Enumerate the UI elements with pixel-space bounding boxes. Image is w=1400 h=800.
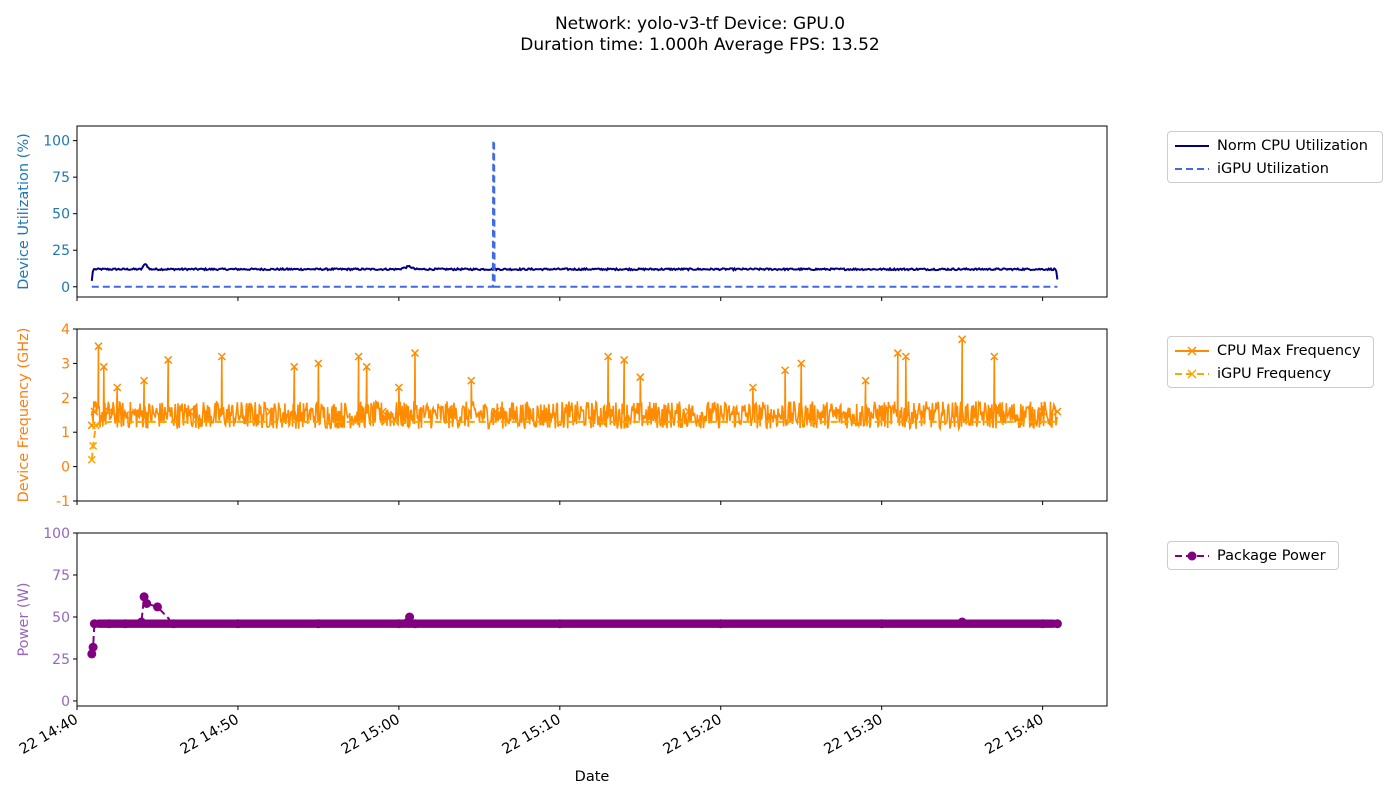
panel-3-ytick-label-0: 0	[61, 694, 70, 710]
series-package-power-point-4	[120, 619, 130, 629]
series-package-power-marker-band	[94, 619, 1058, 628]
panel-2-ytick-label-m1: -1	[56, 494, 70, 510]
legend-entry-package-power: Package Power	[1168, 544, 1338, 567]
legend-swatch-igpu-utilization	[1175, 167, 1209, 170]
series-package-power-point-7	[142, 599, 152, 608]
series-package-power-point-18	[957, 617, 967, 627]
panel-2-ytick-label-0: 0	[61, 460, 70, 476]
series-package-power-point-0	[87, 649, 97, 659]
legend-label-igpu-frequency: iGPU Frequency	[1217, 365, 1332, 382]
panel-1-ytick-label-25: 25	[52, 243, 70, 259]
series-cpu-max-frequency-markers	[87, 335, 1062, 430]
legend-swatch-package-power	[1175, 551, 1209, 560]
legend-entry-igpu-utilization: iGPU Utilization	[1168, 157, 1382, 180]
series-package-power-point-11	[313, 619, 323, 629]
xtick-label-1450: 22 14:50	[178, 712, 242, 758]
series-package-power-point-13	[405, 612, 415, 622]
legend-label-igpu-utilization: iGPU Utilization	[1217, 160, 1329, 177]
legend-label-cpu-utilization: Norm CPU Utilization	[1217, 137, 1368, 154]
panel-2-ytick-label-1: 1	[61, 425, 70, 441]
legend-power: Package Power	[1167, 541, 1339, 570]
legend-utilization: Norm CPU Utilization iGPU Utilization	[1167, 131, 1383, 183]
legend-swatch-cpu-utilization	[1175, 144, 1209, 147]
panel-3-plot-area	[87, 592, 1062, 659]
series-package-power-point-8	[153, 602, 162, 612]
series-cpu-max-frequency	[91, 339, 1059, 432]
series-igpu-frequency-markers	[87, 421, 100, 464]
xtick-label-1510: 22 15:10	[500, 712, 564, 758]
panel-3-ytick-label-50: 50	[52, 610, 70, 626]
legend-entry-cpu-max-frequency: CPU Max Frequency	[1168, 339, 1373, 362]
panel-1-ytick-label-50: 50	[52, 207, 70, 223]
panel-2-ytick-label-3: 3	[61, 356, 70, 372]
panel-1-ytick-label-0: 0	[61, 280, 70, 296]
series-package-power-point-17	[877, 619, 887, 629]
panel-1-ytick-label-100: 100	[43, 134, 70, 150]
panel-2-axes-frame	[76, 328, 1108, 502]
panel-2-ytick-label-4: 4	[61, 322, 70, 338]
series-package-power-point-15	[555, 619, 565, 629]
panel-3-y-axis-label: Power (W)	[16, 582, 32, 656]
legend-label-cpu-max-frequency: CPU Max Frequency	[1217, 342, 1361, 359]
series-norm-cpu-utilization	[90, 262, 1059, 282]
series-package-power-point-9	[169, 619, 179, 629]
legend-label-package-power: Package Power	[1217, 547, 1326, 564]
panel-1-plot-area	[90, 139, 1059, 288]
panel-1-ytick-label-75: 75	[52, 170, 70, 186]
chart-title-line-2: Duration time: 1.000h Average FPS: 13.52	[520, 35, 880, 55]
panel-3-ytick-label-25: 25	[52, 652, 70, 668]
series-package-power-point-19	[1038, 619, 1048, 629]
xtick-label-1540: 22 15:40	[982, 712, 1046, 758]
panel-2-y-axis-label: Device Frequency (GHz)	[16, 328, 32, 503]
panel-3-ytick-label-100: 100	[43, 526, 70, 542]
x-axis-label: Date	[575, 769, 610, 785]
series-igpu-utilization	[91, 139, 1058, 288]
series-package-power-point-10	[233, 619, 243, 629]
series-package-power-point-1	[88, 642, 98, 652]
panel-2-plot-area	[87, 335, 1062, 464]
series-igpu-frequency	[90, 420, 1058, 460]
legend-frequency: CPU Max Frequency iGPU Frequency	[1167, 336, 1374, 388]
xtick-label-1500: 22 15:00	[339, 712, 403, 758]
legend-entry-igpu-frequency: iGPU Frequency	[1168, 362, 1373, 385]
xtick-label-1440: 22 14:40	[17, 712, 81, 758]
chart-title-line-1: Network: yolo-v3-tf Device: GPU.0	[554, 14, 846, 34]
series-package-power-point-12	[394, 619, 404, 629]
legend-entry-cpu-utilization: Norm CPU Utilization	[1168, 134, 1382, 157]
series-package-power-point-2	[89, 619, 99, 629]
legend-swatch-igpu-frequency	[1175, 368, 1209, 379]
panel-3-ytick-label-75: 75	[52, 568, 70, 584]
panel-3-axes-frame	[76, 532, 1108, 707]
series-package-power-point-16	[716, 619, 726, 629]
panel-1-axes-frame	[76, 125, 1108, 298]
series-package-power-point-20	[1052, 619, 1062, 629]
xtick-label-1520: 22 15:20	[661, 712, 725, 758]
legend-swatch-cpu-max-frequency	[1175, 345, 1209, 356]
series-package-power-point-3	[104, 619, 114, 629]
panel-2-ytick-label-2: 2	[61, 391, 70, 407]
series-package-power-point-5	[136, 617, 146, 627]
xtick-label-1530: 22 15:30	[822, 712, 886, 758]
series-package-power-point-14	[410, 619, 420, 629]
panel-1-y-axis-label: Device Utilization (%)	[16, 133, 32, 290]
